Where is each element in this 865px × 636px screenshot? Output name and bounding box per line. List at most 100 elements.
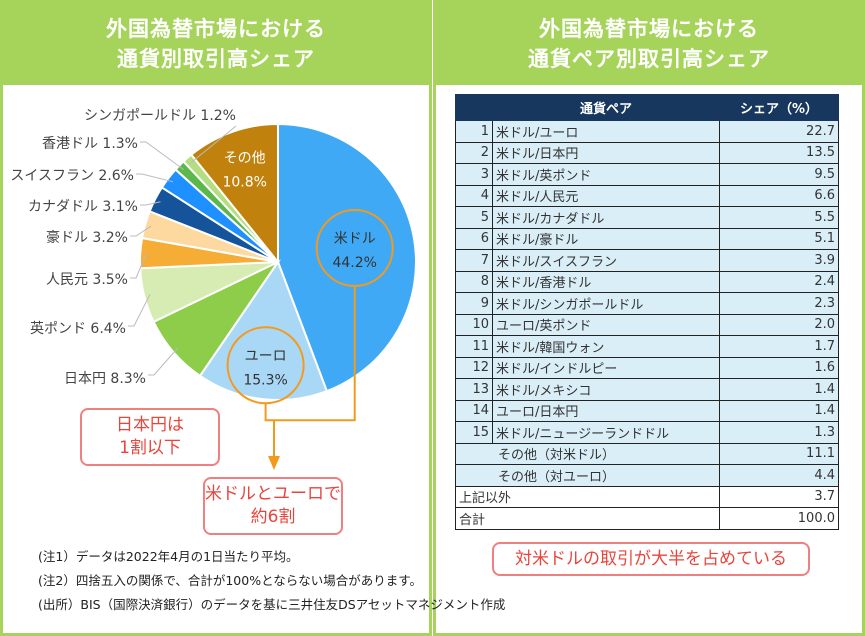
share-cell: 2.3 (719, 292, 839, 315)
rank-cell: 2 (455, 141, 493, 164)
pair-cell: ユーロ/日本円 (492, 399, 720, 422)
usd-eur-note-box: 米ドルとユーロで 約6割 (203, 477, 343, 535)
rank-cell: 4 (455, 184, 493, 207)
rank-cell: 1 (455, 120, 493, 143)
table-row: 15 米ドル/ニュージーランドドル 1.3 (455, 421, 839, 444)
pair-cell: 米ドル/人民元 (492, 184, 720, 207)
usd-eur-note-line1: 米ドルとユーロで (205, 484, 341, 504)
pair-header: 通貨ペア (492, 94, 720, 121)
pair-cell: 米ドル/カナダドル (492, 206, 720, 229)
share-cell: 1.4 (719, 378, 839, 401)
share-cell: 22.7 (719, 120, 839, 143)
share-header: シェア（%） (719, 94, 839, 121)
table-row: 11 米ドル/韓国ウォン 1.7 (455, 335, 839, 358)
leader-line-6 (140, 201, 161, 206)
share-cell: 5.5 (719, 206, 839, 229)
pie-slice-1 (198, 259, 329, 401)
outer-label-4: 人民元 3.5% (46, 272, 128, 288)
pie-slice-10 (189, 122, 279, 265)
pair-cell: 米ドル/香港ドル (492, 270, 720, 293)
leader-line-8 (140, 141, 184, 171)
left-title-line1: 外国為替市場における (106, 17, 326, 41)
share-cell: 9.5 (719, 163, 839, 186)
share-cell: 5.1 (719, 227, 839, 250)
pair-cell: ユーロ/英ポンド (492, 313, 720, 336)
currency-share-pie-chart: 米ドル 44.2% ユーロ 15.3% その他 10.8% 日本円 8.3% 英ポンド 6.4… (10, 108, 417, 470)
share-cell: 1.3 (719, 421, 839, 444)
rank-header (455, 94, 493, 121)
table-row: 1 米ドル/ユーロ 22.7 (455, 120, 839, 143)
connector-line (264, 285, 356, 422)
rank-cell: 7 (455, 249, 493, 272)
leader-line-9 (190, 125, 237, 163)
slice-label-0: 米ドル (334, 231, 376, 247)
rank-cell: 9 (455, 292, 493, 315)
jpy-note-line1: 日本円は (116, 415, 184, 435)
leader-line-3 (128, 294, 151, 327)
pair-cell: 米ドル/ニュージーランドドル (492, 421, 720, 444)
rank-cell: 11 (455, 335, 493, 358)
share-cell: 11.1 (719, 442, 839, 465)
jpy-note-line2: 1割以下 (119, 438, 181, 458)
table-row: 12 米ドル/インドルピー 1.6 (455, 356, 839, 379)
share-cell: 13.5 (719, 141, 839, 164)
usd-majority-note-box: 対米ドルの取引が大半を占めている (492, 542, 810, 576)
table-row-other-than-above: 上記以外 3.7 (455, 485, 839, 508)
table-row-total: 合計 100.0 (455, 507, 839, 530)
rank-cell: 8 (455, 270, 493, 293)
table-row-other-than-above-share: 3.7 (719, 485, 839, 508)
right-panel-header: 外国為替市場における 通貨ペア別取引高シェア (436, 3, 862, 85)
pair-cell: 米ドル/シンガポールドル (492, 292, 720, 315)
rank-cell: 10 (455, 313, 493, 336)
pie-slice-0 (277, 122, 417, 393)
usd-eur-note-line2: 約6割 (250, 507, 296, 527)
share-cell: 6.6 (719, 184, 839, 207)
pair-cell: 米ドル/豪ドル (492, 227, 720, 250)
leader-line-2 (148, 347, 179, 376)
footnote-1: (注1）データは2022年4月の1日当たり平均。 (38, 549, 299, 564)
table-row: 3 米ドル/英ポンド 9.5 (455, 163, 839, 186)
share-cell: 4.4 (719, 464, 839, 487)
table-row: 6 米ドル/豪ドル 5.1 (455, 227, 839, 250)
pair-cell: 米ドル/韓国ウォン (492, 335, 720, 358)
pair-cell: 米ドル/メキシコ (492, 378, 720, 401)
rank-cell: 5 (455, 206, 493, 229)
table-row: 8 米ドル/香港ドル 2.4 (455, 270, 839, 293)
others-label-cell: その他（対米ドル） (455, 442, 720, 465)
rank-cell: 15 (455, 421, 493, 444)
slice-label-10: その他 (224, 151, 266, 167)
rank-cell: 3 (455, 163, 493, 186)
left-title-line2: 通貨別取引高シェア (117, 47, 315, 71)
table-row-other-than-above-label: 上記以外 (455, 485, 720, 508)
share-cell: 1.6 (719, 356, 839, 379)
outer-label-5: 豪ドル 3.2% (46, 230, 128, 246)
slice-label-1: ユーロ (245, 348, 287, 364)
slice-value-1: 15.3% (243, 372, 287, 388)
rank-cell: 14 (455, 399, 493, 422)
rank-cell: 12 (455, 356, 493, 379)
currency-pair-share-table: 通貨ペア シェア（%） 1 米ドル/ユーロ 22.7 2 米ドル/日本円 13.5 3 米ドル… (455, 94, 839, 530)
left-panel-header: 外国為替市場における 通貨別取引高シェア (3, 3, 429, 85)
leader-line-4 (130, 253, 147, 279)
connector-arrow-head (268, 456, 280, 470)
table-row-others: その他（対米ドル） 11.1 (455, 442, 839, 465)
table-header-row: 通貨ペア シェア（%） (455, 94, 839, 121)
outer-label-6: カナダドル 3.1% (28, 199, 138, 215)
pair-cell: 米ドル/スイスフラン (492, 249, 720, 272)
rank-cell: 6 (455, 227, 493, 250)
table-row-total-share: 100.0 (719, 507, 839, 530)
pair-cell: 米ドル/日本円 (492, 141, 720, 164)
table-body: 1 米ドル/ユーロ 22.7 2 米ドル/日本円 13.5 3 米ドル/英ポンド 9.5 4 米ドル… (455, 120, 839, 530)
rank-cell: 13 (455, 378, 493, 401)
outer-label-3: 英ポンド 6.4% (30, 320, 126, 337)
jpy-note-box: 日本円は 1割以下 (80, 408, 220, 466)
table-row: 13 米ドル/メキシコ 1.4 (455, 378, 839, 401)
footnote-3: (出所）BIS（国際決済銀行）のデータを基に三井住友DSアセットマネジメント作成 (38, 597, 506, 612)
outer-label-9: シンガポールドル 1.2% (84, 108, 236, 124)
share-cell: 1.7 (719, 335, 839, 358)
others-label-cell: その他（対ユーロ） (455, 464, 720, 487)
pair-cell: 米ドル/英ポンド (492, 163, 720, 186)
table-row: 7 米ドル/スイスフラン 3.9 (455, 249, 839, 272)
table-row: 4 米ドル/人民元 6.6 (455, 184, 839, 207)
table-row: 9 米ドル/シンガポールドル 2.3 (455, 292, 839, 315)
